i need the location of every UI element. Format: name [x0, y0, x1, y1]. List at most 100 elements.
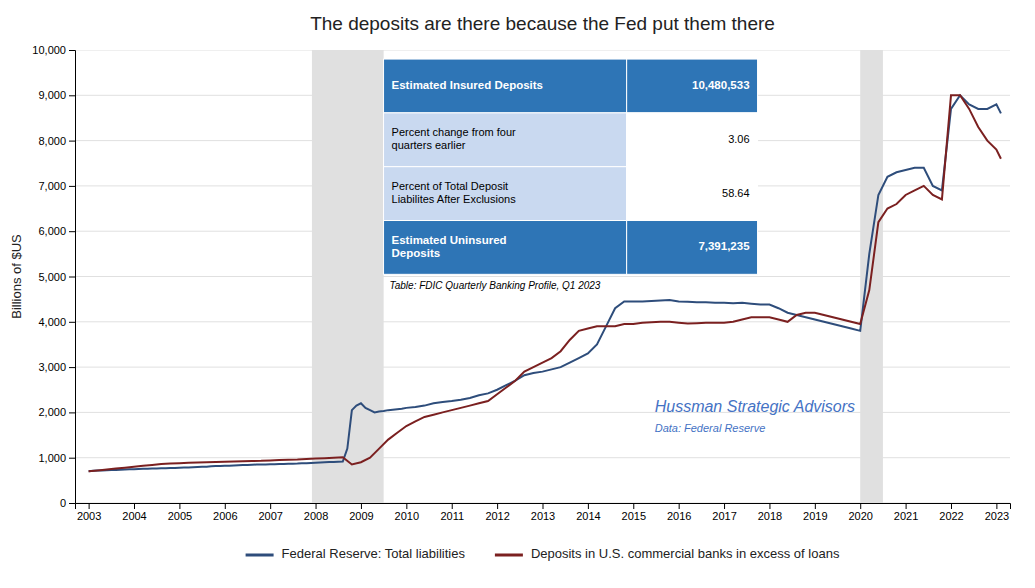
table-cell	[627, 167, 758, 221]
y-tick-label: 7,000	[38, 180, 66, 192]
y-tick-label: 9,000	[38, 89, 66, 101]
x-tick-mark	[89, 503, 90, 509]
legend-label: Federal Reserve: Total liabilities	[282, 546, 466, 561]
x-tick-mark	[996, 503, 997, 509]
table-text-line: quarters earlier	[392, 139, 466, 151]
table-text-line: Percent change from four	[392, 126, 516, 138]
inset-table: Estimated Insured Deposits 10,480,533 Perc…	[384, 59, 758, 291]
table-text-line: 10,480,533	[692, 79, 750, 91]
grid-line	[75, 321, 1010, 322]
legend-swatch	[495, 554, 523, 557]
table-source: Table: FDIC Quarterly Banking Profile, Q…	[390, 280, 601, 291]
x-tick: 2007	[258, 503, 282, 522]
x-tick: 2004	[122, 503, 146, 522]
y-tick-mark	[69, 186, 75, 187]
x-tick-label: 2016	[667, 510, 691, 522]
chart: 2003200420052006200720082009201020112012…	[0, 0, 1035, 588]
x-tick: 2018	[758, 503, 782, 522]
y-tick-mark	[69, 367, 75, 368]
x-tick-mark	[543, 503, 544, 509]
x-tick-label: 2006	[213, 510, 237, 522]
table-cell	[627, 113, 758, 167]
y-tick-mark	[69, 458, 75, 459]
x-tick: 2022	[939, 503, 963, 522]
x-tick-label: 2008	[304, 510, 328, 522]
y-tick: 4,000	[38, 316, 75, 328]
table-text-line: 58.64	[722, 187, 750, 199]
data-layer	[75, 50, 1010, 503]
y-tick: 8,000	[38, 135, 75, 147]
x-tick-label: 2013	[531, 510, 555, 522]
y-tick-mark	[69, 412, 75, 413]
y-tick-label: 5,000	[38, 271, 66, 283]
grid-line	[75, 412, 1010, 413]
x-tick-mark	[270, 503, 271, 509]
table-text-line: 7,391,235	[698, 240, 750, 252]
x-tick-label: 2011	[440, 510, 464, 522]
x-tick-label: 2020	[848, 510, 872, 522]
x-tick: 2008	[304, 503, 328, 522]
x-tick-label: 2018	[758, 510, 782, 522]
annotation: Hussman Strategic Advisors	[655, 398, 855, 415]
table-cell	[384, 113, 627, 167]
y-tick: 3,000	[38, 361, 75, 373]
x-tick: 2003	[77, 503, 101, 522]
grid-line	[75, 503, 1010, 504]
grid-line	[75, 367, 1010, 368]
table-text: Percent of Total DepositLiabilites After…	[392, 180, 517, 205]
x-tick-label: 2010	[395, 510, 419, 522]
x-tick-label: 2014	[576, 510, 600, 522]
x-tick: 2012	[485, 503, 509, 522]
legend-swatch	[246, 554, 274, 557]
x-tick-label: 2009	[349, 510, 373, 522]
y-tick: 2,000	[38, 406, 75, 418]
y-tick: 10,000	[32, 44, 75, 56]
table-text-line: Estimated Uninsured	[392, 234, 507, 246]
x-tick: 2023	[985, 503, 1009, 522]
series-line	[89, 95, 1001, 471]
x-axis: 2003200420052006200720082009201020112012…	[76, 503, 1011, 522]
annotation: Data: Federal Reserve	[655, 422, 766, 434]
x-tick: 2017	[712, 503, 736, 522]
y-tick: 7,000	[38, 180, 75, 192]
x-tick-label: 2003	[77, 510, 101, 522]
table-text: Estimated Insured Deposits	[392, 79, 543, 91]
y-tick: 1,000	[38, 452, 75, 464]
chart-title: The deposits are there because the Fed p…	[310, 13, 775, 34]
table-text: 58.64	[722, 187, 750, 199]
x-tick-mark	[588, 503, 589, 509]
grid	[75, 50, 1010, 503]
series-line	[89, 95, 1001, 471]
x-tick-mark	[815, 503, 816, 509]
y-tick: 0	[60, 497, 75, 509]
table-text-line: Liabilites After Exclusions	[392, 193, 517, 205]
x-tick: 2006	[213, 503, 237, 522]
table-text-line: Deposits	[392, 247, 441, 259]
legend-item: Deposits in U.S. commercial banks in exc…	[495, 546, 840, 561]
grid-line	[75, 276, 1010, 277]
x-tick: 2021	[894, 503, 918, 522]
x-axis-line	[76, 504, 1011, 510]
table-text: Estimated UninsuredDeposits	[392, 234, 507, 259]
y-tick-mark	[69, 141, 75, 142]
legend-item: Federal Reserve: Total liabilities	[246, 546, 466, 561]
y-tick-label: 6,000	[38, 225, 66, 237]
table-text: 7,391,235	[698, 240, 750, 252]
legend-label: Deposits in U.S. commercial banks in exc…	[531, 546, 840, 561]
x-tick-mark	[179, 503, 180, 509]
x-tick-mark	[225, 503, 226, 509]
x-tick-mark	[361, 503, 362, 509]
table-cell	[627, 221, 758, 275]
x-tick: 2014	[576, 503, 600, 522]
chart-container: 2003200420052006200720082009201020112012…	[0, 0, 1035, 588]
table-cell	[627, 59, 758, 113]
y-tick-label: 4,000	[38, 316, 66, 328]
y-tick-mark	[69, 95, 75, 96]
x-tick-label: 2015	[622, 510, 646, 522]
x-tick-label: 2023	[985, 510, 1009, 522]
grid-line	[75, 50, 1010, 51]
y-tick-mark	[69, 231, 75, 232]
y-tick: 9,000	[38, 89, 75, 101]
x-tick: 2019	[803, 503, 827, 522]
table-text-line: Percent of Total Deposit	[392, 180, 509, 192]
